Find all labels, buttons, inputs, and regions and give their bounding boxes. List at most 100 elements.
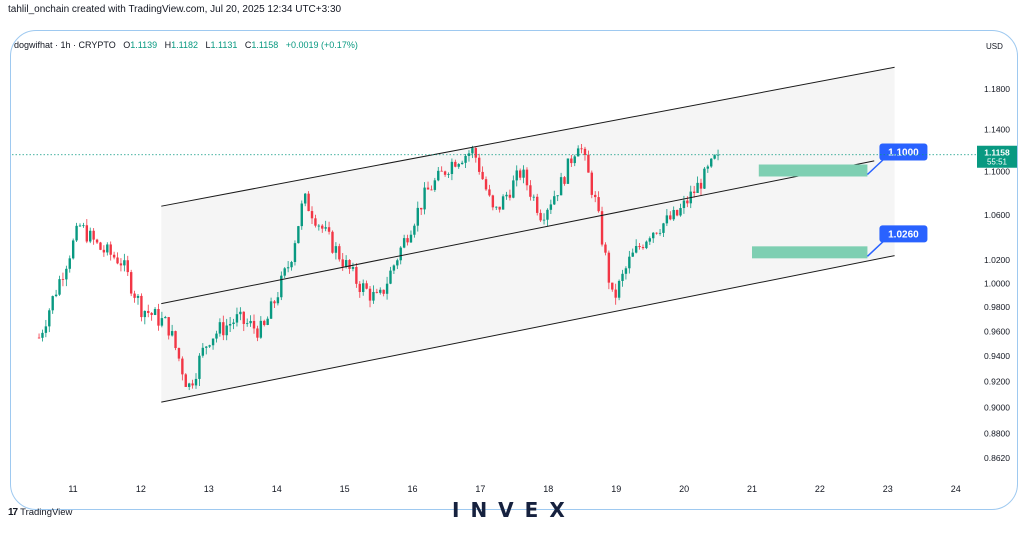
candle-body <box>672 209 675 220</box>
candle-body <box>68 258 71 269</box>
candle-body <box>669 215 672 220</box>
candle-body <box>331 231 334 253</box>
time-tick-label: 16 <box>407 484 417 494</box>
candle-body <box>334 246 338 253</box>
candle-body <box>286 267 290 269</box>
time-tick-label: 15 <box>340 484 350 494</box>
candle-body <box>44 326 48 333</box>
candle-body <box>399 247 402 261</box>
candle-body <box>416 207 419 226</box>
candle-body <box>457 164 460 167</box>
candle-body <box>665 215 669 224</box>
candle-body <box>58 279 61 295</box>
candle-body <box>488 189 491 196</box>
price-axis[interactable]: USD 1.1800 1.1400 1.1000 1.0600 1.0200 1.0000… <box>984 42 1010 463</box>
time-tick-label: 13 <box>204 484 214 494</box>
channel-layer <box>161 67 895 403</box>
candle-body <box>385 283 389 294</box>
time-tick-label: 23 <box>883 484 893 494</box>
candle-body <box>215 333 218 339</box>
candle-body <box>290 261 293 268</box>
candle-body <box>655 232 658 234</box>
candle-body <box>126 260 129 273</box>
candle-body <box>191 383 194 386</box>
symbol-name[interactable]: dogwifhat · 1h · CRYPTO <box>14 40 116 50</box>
candle-body <box>102 249 106 253</box>
candle-body <box>198 355 201 379</box>
candle-body <box>532 196 535 198</box>
candle-body <box>556 195 559 197</box>
candle-body <box>293 243 297 262</box>
candle-body <box>713 155 716 159</box>
candle-body <box>263 320 266 325</box>
candle-body <box>590 172 594 195</box>
candle-body <box>321 225 324 229</box>
time-tick-label: 19 <box>611 484 621 494</box>
candle-body <box>41 332 44 338</box>
candle-body <box>75 225 78 241</box>
candle-body <box>133 293 136 298</box>
candle-body <box>123 260 126 266</box>
candle-body <box>686 200 689 204</box>
target-label-box <box>879 225 928 243</box>
last-price-tag <box>977 145 1017 168</box>
candle-body <box>129 272 133 294</box>
candle-body <box>95 239 99 243</box>
candle-body <box>119 263 123 266</box>
tradingview-label: TradingView <box>20 507 73 518</box>
candle-body <box>450 161 454 174</box>
candle-body <box>518 170 522 178</box>
candle-body <box>628 256 631 269</box>
channel-upper-line <box>161 66 895 207</box>
candle-body <box>621 273 624 281</box>
candle-body <box>430 189 433 191</box>
candle-body <box>392 265 396 271</box>
candle-body <box>413 225 416 235</box>
time-axis[interactable]: 11 12 13 14 15 16 17 18 19 20 21 22 23 24 <box>68 484 960 494</box>
channel-lower-line <box>161 255 895 403</box>
candle-body <box>515 170 518 181</box>
tradingview-logo[interactable]: 17 TradingView <box>8 507 72 518</box>
brand-name: INVEX <box>452 498 576 522</box>
tradingview-mark-icon: 17 <box>8 507 18 518</box>
candle-body <box>351 267 355 269</box>
open-label: O <box>123 40 131 50</box>
candle-body <box>692 191 696 193</box>
zones-layer: 1.1000 1.0260 <box>752 143 928 259</box>
candle-body <box>140 295 143 318</box>
candle-body <box>478 157 481 172</box>
candle-body <box>160 318 164 326</box>
candle-body <box>184 374 187 387</box>
candle-body <box>587 155 590 173</box>
candle-body <box>495 206 498 208</box>
candle-body <box>498 206 501 210</box>
candle-body <box>372 291 375 301</box>
price-tick-label: 0.9200 <box>984 376 1010 386</box>
target-label: 1.0260 <box>888 229 919 240</box>
candle-body <box>423 187 426 210</box>
candle-body <box>447 173 450 175</box>
candle-body <box>269 301 273 319</box>
candle-body <box>136 295 140 298</box>
candle-body <box>522 169 525 178</box>
close-label: C <box>244 40 252 50</box>
candle-body <box>696 182 699 193</box>
target-zone <box>758 164 868 177</box>
candle-body <box>682 200 686 209</box>
candle-body <box>549 204 553 210</box>
candle-body <box>706 166 710 169</box>
candle-body <box>48 310 51 327</box>
candle-body <box>259 320 263 338</box>
candle-body <box>324 227 327 229</box>
candle-body <box>539 212 542 221</box>
candle-body <box>553 196 556 205</box>
candle-body <box>382 289 385 294</box>
candle-body <box>454 161 457 167</box>
candle-body <box>600 211 604 245</box>
candle-body <box>508 194 512 198</box>
candle-body <box>303 193 307 204</box>
candle-body <box>542 219 546 221</box>
candle-body <box>211 338 215 346</box>
price-tick-label: 1.0000 <box>984 278 1010 288</box>
